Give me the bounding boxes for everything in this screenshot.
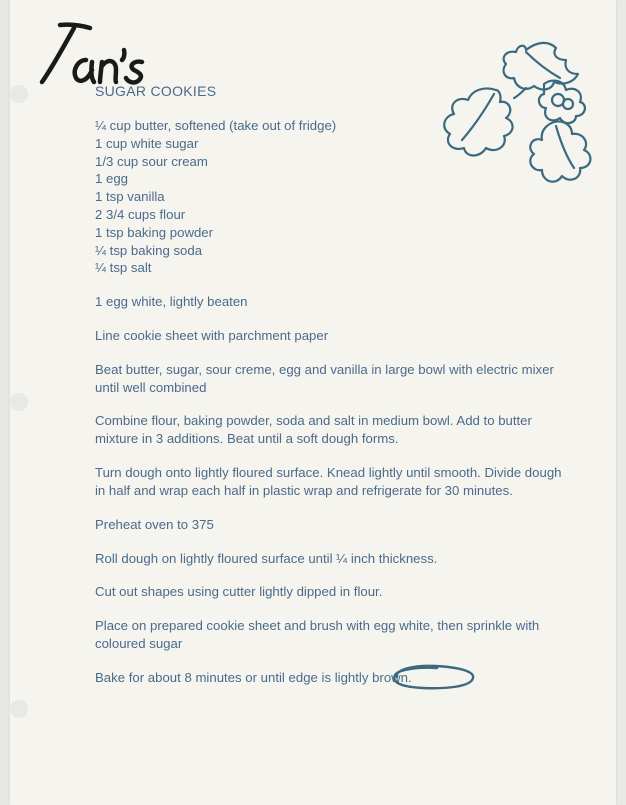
ingredient-line: ¼ tsp salt [95, 259, 575, 277]
recipe-content: SUGAR COOKIES ¼ cup butter, softened (ta… [95, 82, 575, 687]
step-text: Place on prepared cookie sheet and brush… [95, 617, 575, 653]
punch-hole [10, 393, 28, 411]
step-text: Bake for about 8 minutes or until edge i… [95, 669, 575, 687]
step: Turn dough onto lightly floured surface.… [95, 464, 575, 500]
extra-ingredient: 1 egg white, lightly beaten [95, 293, 575, 311]
step: Beat butter, sugar, sour creme, egg and … [95, 361, 575, 397]
recipe-title: SUGAR COOKIES [95, 82, 575, 101]
step: Preheat oven to 375 [95, 516, 575, 534]
step: Bake for about 8 minutes or until edge i… [95, 669, 575, 687]
step: Place on prepared cookie sheet and brush… [95, 617, 575, 653]
ingredient-line: 1 cup white sugar [95, 135, 575, 153]
hand-circle-annotation [385, 663, 480, 691]
ingredient-line: ¼ tsp baking soda [95, 242, 575, 260]
step-text: Cut out shapes using cutter lightly dipp… [95, 583, 575, 601]
ingredient-line: 1/3 cup sour cream [95, 153, 575, 171]
step-text: Preheat oven to 375 [95, 516, 575, 534]
step-text: Combine flour, baking powder, soda and s… [95, 412, 575, 448]
step: Cut out shapes using cutter lightly dipp… [95, 583, 575, 601]
paper-sheet: SUGAR COOKIES ¼ cup butter, softened (ta… [10, 0, 616, 805]
ingredients-list: ¼ cup butter, softened (take out of frid… [95, 117, 575, 277]
step-text: Turn dough onto lightly floured surface.… [95, 464, 575, 500]
ingredient-line: 2 3/4 cups flour [95, 206, 575, 224]
step: Combine flour, baking powder, soda and s… [95, 412, 575, 448]
step-text: Roll dough on lightly floured surface un… [95, 550, 575, 568]
step-text: Line cookie sheet with parchment paper [95, 327, 575, 345]
ingredient-line: ¼ cup butter, softened (take out of frid… [95, 117, 575, 135]
step: Line cookie sheet with parchment paper [95, 327, 575, 345]
ingredient-line: 1 egg [95, 170, 575, 188]
step: Roll dough on lightly floured surface un… [95, 550, 575, 568]
ingredient-line: 1 tsp vanilla [95, 188, 575, 206]
ingredient-line: 1 tsp baking powder [95, 224, 575, 242]
punch-hole [10, 700, 28, 718]
ingredient-line: 1 egg white, lightly beaten [95, 293, 575, 311]
step-text: Beat butter, sugar, sour creme, egg and … [95, 361, 575, 397]
